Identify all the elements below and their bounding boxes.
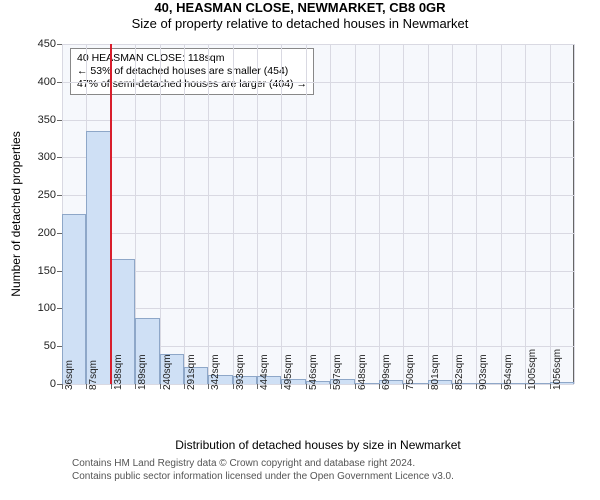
page-title: 40, HEASMAN CLOSE, NEWMARKET, CB8 0GR (0, 0, 600, 16)
y-tick-label: 100 (38, 302, 62, 314)
gridline-h (62, 308, 574, 309)
x-tick-label: 138sqm (113, 354, 124, 390)
x-tick-mark (452, 384, 453, 389)
gridline-v (379, 44, 380, 384)
gridline-v (501, 44, 502, 384)
gridline-v (233, 44, 234, 384)
x-tick-label: 291sqm (186, 354, 197, 390)
footer-attribution: Contains HM Land Registry data © Crown c… (72, 458, 454, 483)
y-tick-label: 250 (38, 189, 62, 201)
plot-area: 40 HEASMAN CLOSE: 118sqm ← 53% of detach… (62, 44, 574, 384)
x-tick-label: 444sqm (259, 354, 270, 390)
annotation-box: 40 HEASMAN CLOSE: 118sqm ← 53% of detach… (70, 48, 314, 95)
gridline-h (62, 195, 574, 196)
x-tick-label: 495sqm (283, 354, 294, 390)
x-tick-label: 87sqm (88, 360, 99, 390)
gridline-v (574, 44, 575, 384)
gridline-v (525, 44, 526, 384)
gridline-v (257, 44, 258, 384)
gridline-v (208, 44, 209, 384)
x-tick-mark (355, 384, 356, 389)
x-tick-label: 1056sqm (552, 349, 563, 390)
x-tick-label: 342sqm (210, 354, 221, 390)
histogram-bar (62, 214, 86, 384)
gridline-h (62, 120, 574, 121)
y-tick-label: 0 (50, 378, 62, 390)
x-axis-label: Distribution of detached houses by size … (175, 438, 460, 452)
y-tick-label: 350 (38, 114, 62, 126)
gridline-h (62, 157, 574, 158)
histogram-bar (86, 131, 110, 384)
x-tick-label: 699sqm (381, 354, 392, 390)
gridline-h (62, 271, 574, 272)
x-tick-label: 36sqm (64, 360, 75, 390)
x-tick-mark (306, 384, 307, 389)
x-tick-label: 393sqm (235, 354, 246, 390)
x-tick-mark (111, 384, 112, 389)
x-tick-label: 903sqm (478, 354, 489, 390)
y-tick-label: 200 (38, 227, 62, 239)
x-tick-label: 597sqm (332, 354, 343, 390)
x-tick-mark (160, 384, 161, 389)
x-tick-mark (501, 384, 502, 389)
gridline-v (281, 44, 282, 384)
x-tick-mark (428, 384, 429, 389)
y-tick-label: 150 (38, 265, 62, 277)
gridline-v (330, 44, 331, 384)
gridline-v (550, 44, 551, 384)
x-tick-label: 750sqm (405, 354, 416, 390)
gridline-h (62, 44, 574, 45)
y-tick-label: 450 (38, 38, 62, 50)
gridline-v (160, 44, 161, 384)
x-tick-label: 954sqm (503, 354, 514, 390)
footer-line-2: Contains public sector information licen… (72, 471, 454, 484)
x-tick-mark (257, 384, 258, 389)
x-tick-label: 801sqm (430, 354, 441, 390)
y-tick-label: 400 (38, 76, 62, 88)
x-tick-mark (184, 384, 185, 389)
x-tick-label: 1005sqm (527, 349, 538, 390)
gridline-v (403, 44, 404, 384)
y-axis-label: Number of detached properties (9, 131, 23, 296)
x-tick-label: 189sqm (137, 354, 148, 390)
gridline-h (62, 82, 574, 83)
x-tick-mark (550, 384, 551, 389)
page-subtitle: Size of property relative to detached ho… (0, 16, 600, 32)
x-tick-label: 546sqm (308, 354, 319, 390)
x-tick-label: 648sqm (357, 354, 368, 390)
x-tick-mark (135, 384, 136, 389)
gridline-v (428, 44, 429, 384)
gridline-v (184, 44, 185, 384)
gridline-v (476, 44, 477, 384)
x-tick-label: 852sqm (454, 354, 465, 390)
y-tick-label: 50 (44, 340, 62, 352)
gridline-v (452, 44, 453, 384)
y-tick-label: 300 (38, 151, 62, 163)
x-tick-label: 240sqm (162, 354, 173, 390)
gridline-h (62, 233, 574, 234)
gridline-v (306, 44, 307, 384)
x-tick-mark (62, 384, 63, 389)
property-marker-line (110, 44, 112, 384)
x-tick-mark (233, 384, 234, 389)
x-tick-mark (379, 384, 380, 389)
gridline-v (355, 44, 356, 384)
footer-line-1: Contains HM Land Registry data © Crown c… (72, 458, 454, 471)
